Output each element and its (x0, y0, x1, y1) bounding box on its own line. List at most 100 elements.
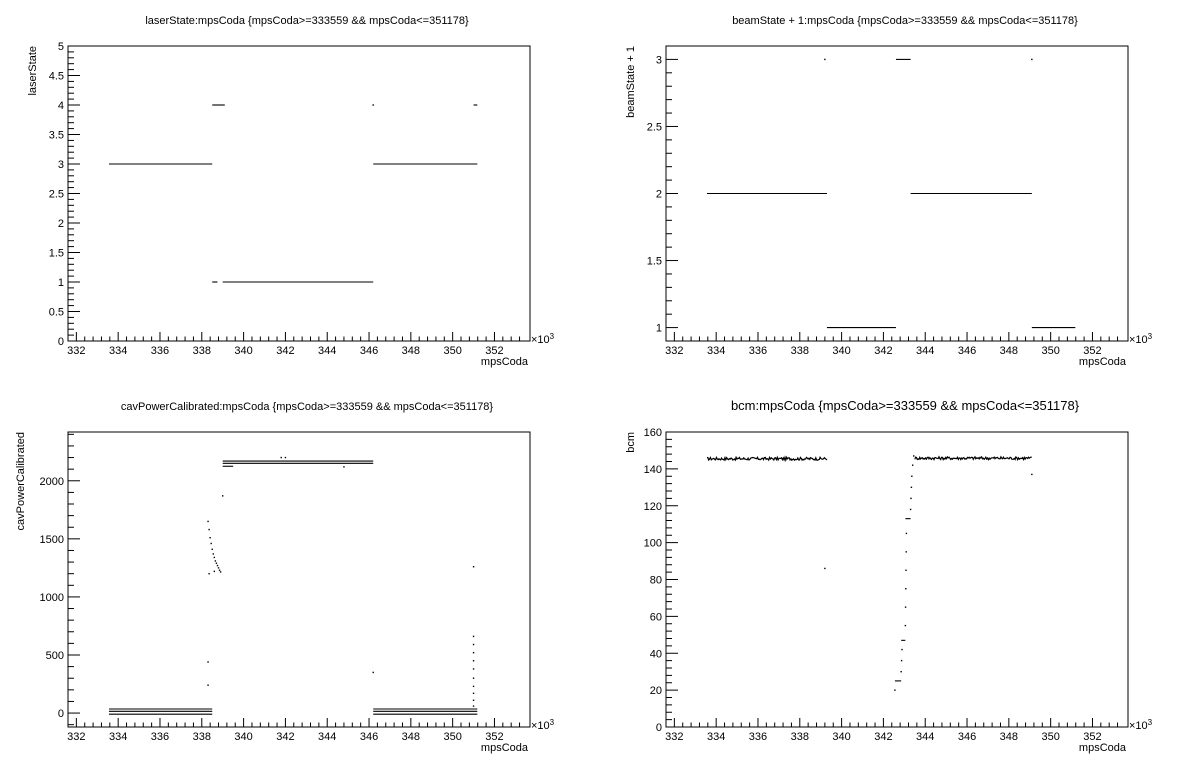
data-point (1031, 58, 1033, 61)
x-tick-label: 350 (443, 731, 461, 743)
y-tick-label: 1.5 (49, 248, 64, 260)
data-point (207, 520, 209, 523)
data-point (905, 551, 907, 553)
data-point (905, 532, 908, 535)
data-point (472, 705, 475, 707)
y-tick-label: 1500 (40, 534, 64, 546)
data-point (284, 456, 287, 459)
plot-frame (665, 431, 1129, 728)
y-tick-label: 1 (58, 277, 64, 289)
data-noisy-segment (706, 455, 828, 463)
data-point (1031, 473, 1033, 476)
x-tick-label: 344 (318, 731, 336, 743)
data-point (913, 455, 915, 457)
data-point (905, 569, 907, 571)
x-multiplier-exp: 3 (1148, 332, 1153, 341)
x-tick-label: 334 (707, 345, 725, 357)
y-tick-label: 2 (58, 218, 64, 230)
panel-title: laserState:mpsCoda {mpsCoda>=333559 && m… (145, 15, 469, 27)
x-multiplier-base: ×10 (531, 720, 550, 732)
y-tick-label: 4.5 (49, 71, 64, 83)
y-tick-label: 0.5 (49, 307, 64, 319)
y-tick-label: 100 (644, 538, 662, 550)
y-tick-label: 140 (644, 464, 662, 476)
x-tick-label: 352 (485, 345, 503, 357)
data-point (213, 570, 216, 573)
y-axis-label: cavPowerCalibrated (15, 432, 27, 530)
x-multiplier-exp: 3 (1148, 718, 1153, 727)
x-tick-label: 336 (749, 731, 767, 743)
x-tick-label: 332 (67, 345, 85, 357)
x-tick-label: 336 (151, 731, 169, 743)
data-point (280, 456, 282, 459)
data-point (905, 588, 907, 590)
data-point (472, 643, 475, 646)
y-tick-label: 1 (656, 323, 662, 335)
x-tick-label: 348 (1000, 345, 1018, 357)
data-point (216, 564, 219, 567)
x-axis-label: mpsCoda (1079, 356, 1127, 368)
data-point (215, 562, 218, 564)
x-tick-label: 338 (193, 345, 211, 357)
data-point (472, 566, 475, 568)
y-tick-label: 160 (644, 427, 662, 439)
x-tick-label: 338 (193, 731, 211, 743)
data-point (472, 668, 475, 670)
x-tick-label: 344 (916, 731, 934, 743)
x-tick-label: 352 (1083, 731, 1101, 743)
panel-title: bcm:mpsCoda {mpsCoda>=333559 && mpsCoda<… (731, 398, 1080, 413)
panel-beamstate: beamState + 1:mpsCoda {mpsCoda>=333559 &… (625, 15, 1153, 368)
x-multiplier: ×103 (531, 718, 555, 733)
y-tick-label: 60 (650, 611, 662, 623)
x-multiplier: ×103 (531, 332, 555, 347)
x-multiplier-base: ×10 (531, 334, 550, 346)
data-point (211, 548, 213, 551)
x-tick-label: 342 (276, 345, 294, 357)
data-point (901, 648, 903, 651)
data-point (911, 475, 913, 477)
x-tick-label: 348 (1000, 731, 1018, 743)
y-axis-label: beamState + 1 (625, 46, 637, 118)
x-tick-label: 348 (402, 345, 420, 357)
x-tick-label: 352 (485, 731, 503, 743)
x-tick-label: 332 (665, 345, 683, 357)
panel-title: cavPowerCalibrated:mpsCoda {mpsCoda>=333… (121, 401, 494, 413)
data-point (210, 542, 212, 545)
x-tick-label: 340 (234, 731, 252, 743)
data-point (208, 572, 210, 575)
data-point (904, 624, 907, 627)
x-multiplier: ×103 (1129, 332, 1153, 347)
data-point (372, 104, 374, 106)
y-tick-label: 1.5 (647, 256, 662, 268)
data-noisy-segment (914, 455, 1032, 462)
data-point (372, 671, 374, 674)
y-tick-label: 2.5 (49, 189, 64, 201)
data-point (472, 651, 475, 654)
x-tick-label: 342 (874, 345, 892, 357)
x-tick-label: 346 (958, 345, 976, 357)
x-tick-label: 334 (109, 345, 127, 357)
x-tick-label: 346 (360, 731, 378, 743)
data-point (213, 556, 216, 559)
x-multiplier-base: ×10 (1129, 720, 1148, 732)
x-tick-label: 350 (1041, 731, 1059, 743)
data-point (900, 670, 902, 673)
x-tick-label: 342 (874, 731, 892, 743)
y-tick-label: 5 (58, 41, 64, 53)
x-axis-label: mpsCoda (481, 356, 529, 368)
x-multiplier-exp: 3 (550, 718, 555, 727)
x-tick-label: 334 (109, 731, 127, 743)
x-tick-label: 346 (360, 345, 378, 357)
y-tick-label: 20 (650, 685, 662, 697)
x-tick-label: 340 (832, 345, 850, 357)
x-tick-label: 338 (791, 345, 809, 357)
data-point (214, 560, 217, 562)
y-tick-label: 120 (644, 501, 662, 513)
data-point (208, 528, 210, 531)
x-multiplier-exp: 3 (550, 332, 555, 341)
x-tick-label: 352 (1083, 345, 1101, 357)
data-point (910, 486, 913, 489)
x-tick-label: 342 (276, 731, 294, 743)
y-axis-label: bcm (625, 432, 637, 453)
